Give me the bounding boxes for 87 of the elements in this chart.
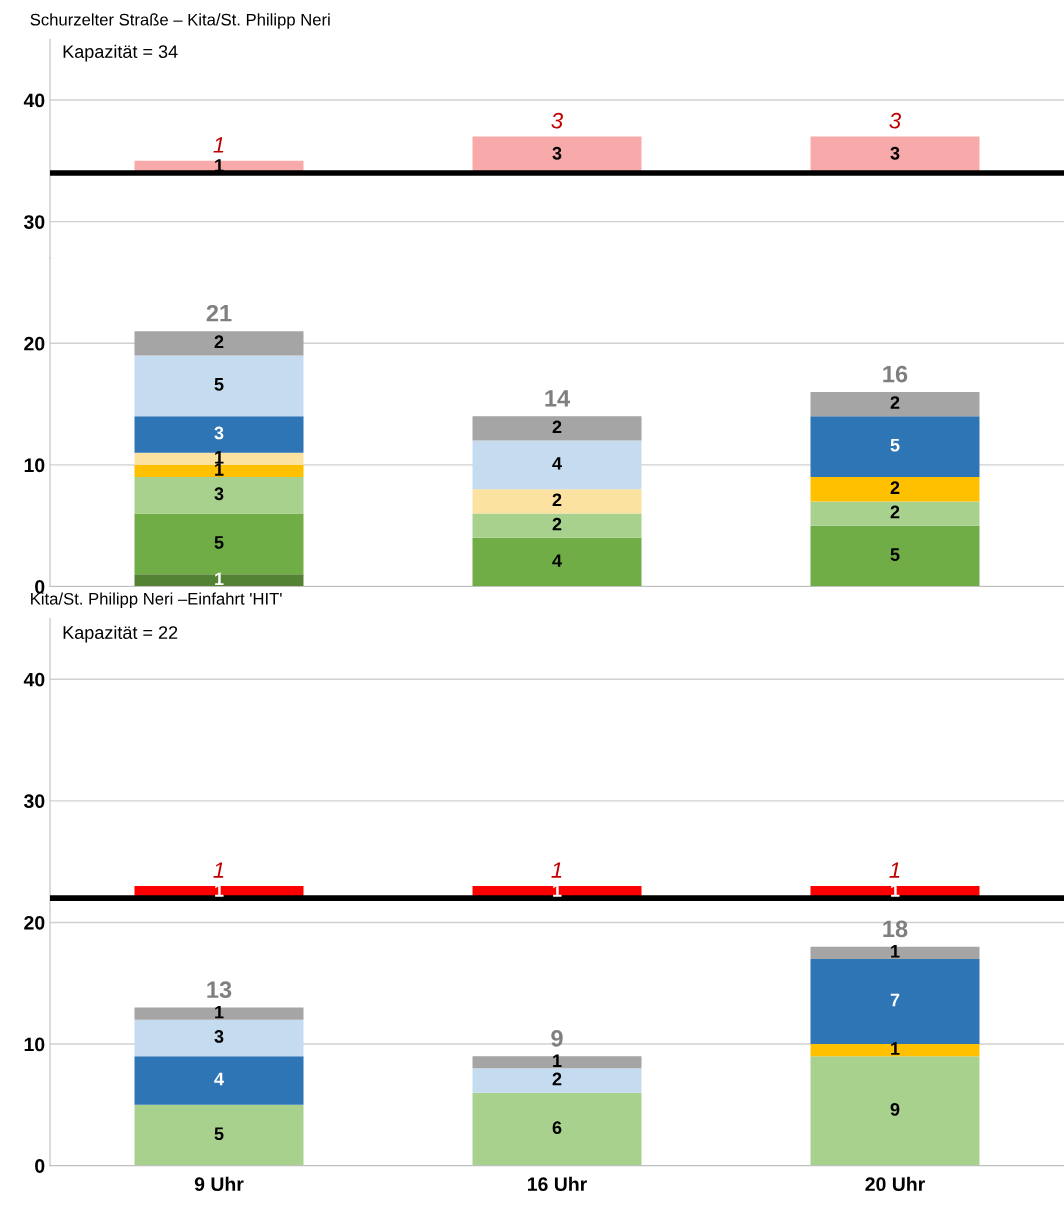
data-label: 5 xyxy=(214,1127,224,1141)
annotation: 1 xyxy=(215,1005,224,1019)
data-label: 1 xyxy=(215,572,224,586)
data-label: 2 xyxy=(552,493,562,507)
total-label: 16 xyxy=(883,365,908,383)
data-label: 3 xyxy=(214,487,224,501)
y-tick-label: 20 xyxy=(24,336,45,351)
bar xyxy=(472,440,642,490)
total-label: 21 xyxy=(206,304,232,322)
bar xyxy=(810,391,980,417)
bar xyxy=(134,1056,304,1105)
x-tick-label: 9 Uhr xyxy=(194,1176,244,1192)
data-label: 4 xyxy=(552,554,562,567)
data-label: 3 xyxy=(214,426,224,440)
data-label: 1 xyxy=(891,1042,900,1055)
bar xyxy=(810,477,980,502)
chart-title: Kita/St. Philipp Neri –Einfahrt 'HIT' xyxy=(31,592,282,608)
bar xyxy=(134,355,304,417)
y-tick-label: 0 xyxy=(35,1159,45,1173)
bar xyxy=(810,501,980,526)
bar xyxy=(134,331,304,356)
data-label: 6 xyxy=(552,1121,562,1135)
annotation: 3 xyxy=(551,112,563,129)
bar xyxy=(472,537,642,587)
bar xyxy=(134,464,304,478)
bar xyxy=(810,525,980,587)
data-label: 5 xyxy=(890,548,900,561)
bar xyxy=(472,1068,642,1093)
data-label: 7 xyxy=(890,993,900,1007)
data-label: 2 xyxy=(552,517,562,531)
y-tick-label: 30 xyxy=(23,794,45,809)
bar xyxy=(810,1044,980,1057)
bar xyxy=(472,489,642,514)
data-label: 2 xyxy=(552,420,562,434)
annotation: 1 xyxy=(891,945,900,958)
x-tick-label: 20 Uhr xyxy=(865,1176,925,1192)
y-tick-label: 0 xyxy=(35,579,45,594)
data-label: 4 xyxy=(214,1072,224,1086)
data-label: 2 xyxy=(890,505,900,519)
data-label: 5 xyxy=(214,536,224,549)
annotation: 3 xyxy=(889,112,901,129)
data-label: 1 xyxy=(213,862,224,878)
bar xyxy=(134,452,304,465)
data-label: 3 xyxy=(214,1030,224,1043)
y-tick-label: 10 xyxy=(24,1037,45,1052)
data-label: 5 xyxy=(890,438,900,452)
y-tick-label: 40 xyxy=(23,93,45,108)
total-label: 14 xyxy=(545,390,571,407)
data-label: 4 xyxy=(552,457,562,470)
chart-title: Schurzelter Straße – Kita/St. Philipp Neri xyxy=(30,13,330,29)
bar xyxy=(134,1007,304,1020)
bar xyxy=(472,1092,642,1166)
data-label: 3 xyxy=(890,146,900,160)
data-label: 2 xyxy=(214,335,224,348)
bar xyxy=(134,477,304,514)
bar xyxy=(472,416,642,441)
y-tick-label: 10 xyxy=(24,458,45,473)
bar xyxy=(810,946,980,959)
bar xyxy=(810,416,980,478)
y-tick-label: 40 xyxy=(23,672,45,687)
bar xyxy=(134,416,304,453)
bar xyxy=(134,1019,304,1057)
bar xyxy=(134,574,304,587)
bar xyxy=(810,1056,980,1166)
data-label: 1 xyxy=(889,862,900,878)
data-label: 2 xyxy=(890,396,900,409)
total-label: 13 xyxy=(207,981,232,999)
x-tick-label: 16 Uhr xyxy=(527,1176,587,1192)
total-label: 9 xyxy=(551,1029,563,1047)
y-tick-label: 30 xyxy=(23,215,45,229)
data-label: 1 xyxy=(215,451,224,464)
bar xyxy=(134,1104,304,1166)
data-label: 3 xyxy=(552,146,562,160)
data-label: 2 xyxy=(552,1072,562,1086)
bar xyxy=(472,1056,642,1069)
y-tick-label: 20 xyxy=(24,915,45,930)
annotation: 1 xyxy=(213,137,224,153)
data-label: 1 xyxy=(215,463,224,476)
data-label: 9 xyxy=(890,1102,900,1116)
total-label: 18 xyxy=(883,920,908,938)
data-label: 5 xyxy=(214,378,224,391)
ref-line-label: Kapazität = 34 xyxy=(63,44,178,62)
annotation: 1 xyxy=(553,1054,562,1067)
ref-line-label: Kapazität = 22 xyxy=(63,625,178,643)
data-label: 1 xyxy=(551,862,562,878)
data-label: 2 xyxy=(890,481,900,494)
bar xyxy=(472,513,642,538)
